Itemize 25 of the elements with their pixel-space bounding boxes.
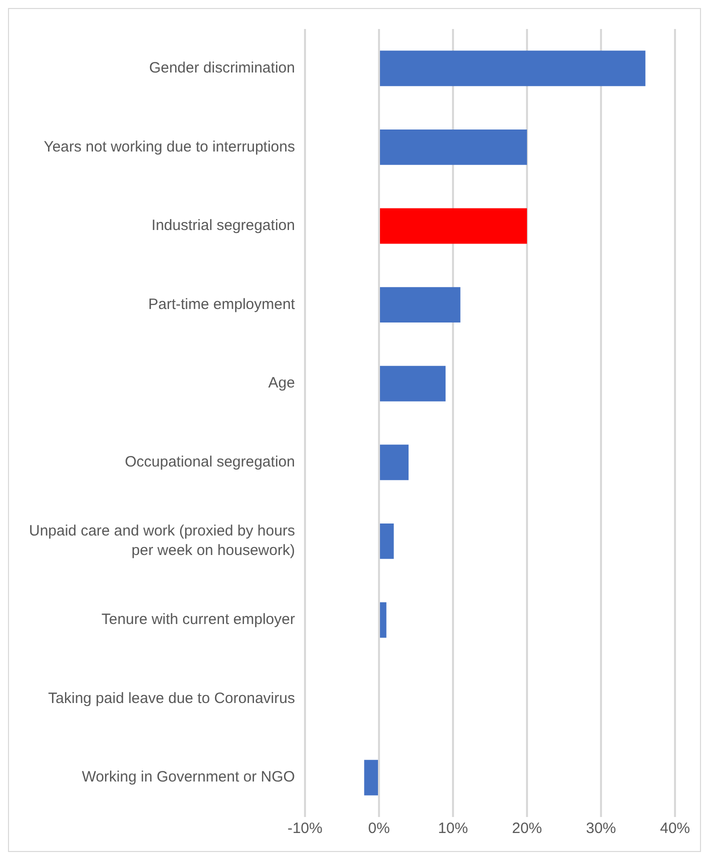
x-tick-label: 20%: [512, 820, 542, 838]
bar: [380, 129, 527, 165]
y-tick-label: Occupational segregation: [124, 454, 295, 471]
y-tick-label: Tenure with current employer: [102, 611, 295, 628]
x-tick-label: 40%: [660, 820, 690, 838]
bar: [380, 287, 460, 323]
y-tick-label: Gender discrimination: [149, 60, 295, 77]
y-tick-label: Working in Government or NGO: [82, 768, 295, 786]
x-tick-label: -10%: [287, 820, 322, 838]
y-tick-label: Industrial segregation: [152, 217, 295, 234]
y-tick-label: Part-time employment: [148, 296, 296, 313]
bar: [380, 208, 527, 244]
y-tick-label: Years not working due to interruptions: [44, 138, 295, 156]
x-tick-label: 30%: [586, 820, 616, 838]
bar: [380, 602, 386, 638]
x-tick-label: 10%: [438, 820, 468, 838]
bar: [380, 523, 394, 559]
y-tick-label: Taking paid leave due to Coronavirus: [48, 690, 295, 707]
bar: [380, 444, 409, 480]
bar: [380, 50, 646, 86]
x-tick-label: 0%: [368, 820, 390, 838]
y-tick-label: Unpaid care and work (proxied by hours per week on housework): [28, 522, 295, 560]
y-tick-label: Age: [268, 374, 295, 392]
bar: [364, 760, 378, 796]
bar: [380, 366, 446, 402]
